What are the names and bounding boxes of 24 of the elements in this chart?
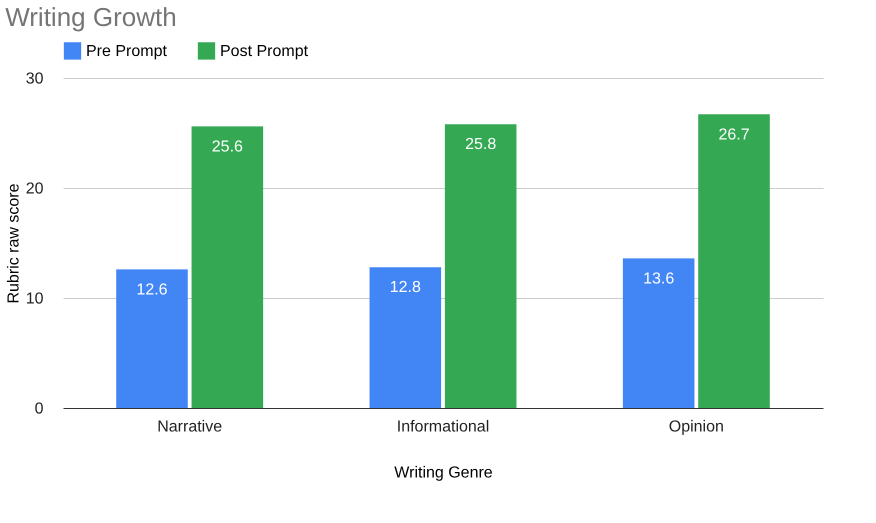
bar (622, 258, 694, 408)
bar (698, 114, 770, 408)
chart-title: Writing Growth (5, 2, 177, 32)
data-label: 25.8 (465, 136, 496, 154)
data-label: 13.6 (643, 270, 674, 288)
y-tick-label: 20 (26, 180, 44, 198)
bar (444, 124, 516, 408)
bar (116, 269, 188, 408)
x-tick-label: Narrative (157, 418, 222, 436)
legend-label: Pre Prompt (86, 42, 168, 60)
data-label: 12.6 (136, 281, 168, 298)
x-tick-label: Informational (396, 418, 490, 436)
y-axis-title: Rubric raw score (6, 183, 23, 304)
y-tick-label: 0 (34, 400, 44, 418)
x-axis-title: Writing Genre (394, 464, 493, 482)
bar (370, 267, 442, 408)
y-tick-label: 30 (26, 70, 44, 88)
y-tick-label: 10 (26, 290, 44, 308)
data-label: 26.7 (718, 126, 750, 144)
data-label: 25.6 (212, 138, 244, 156)
legend-label: Post Prompt (220, 42, 309, 60)
bar (192, 126, 264, 408)
data-label: 12.8 (390, 279, 421, 296)
x-tick-label: Opinion (668, 418, 724, 436)
